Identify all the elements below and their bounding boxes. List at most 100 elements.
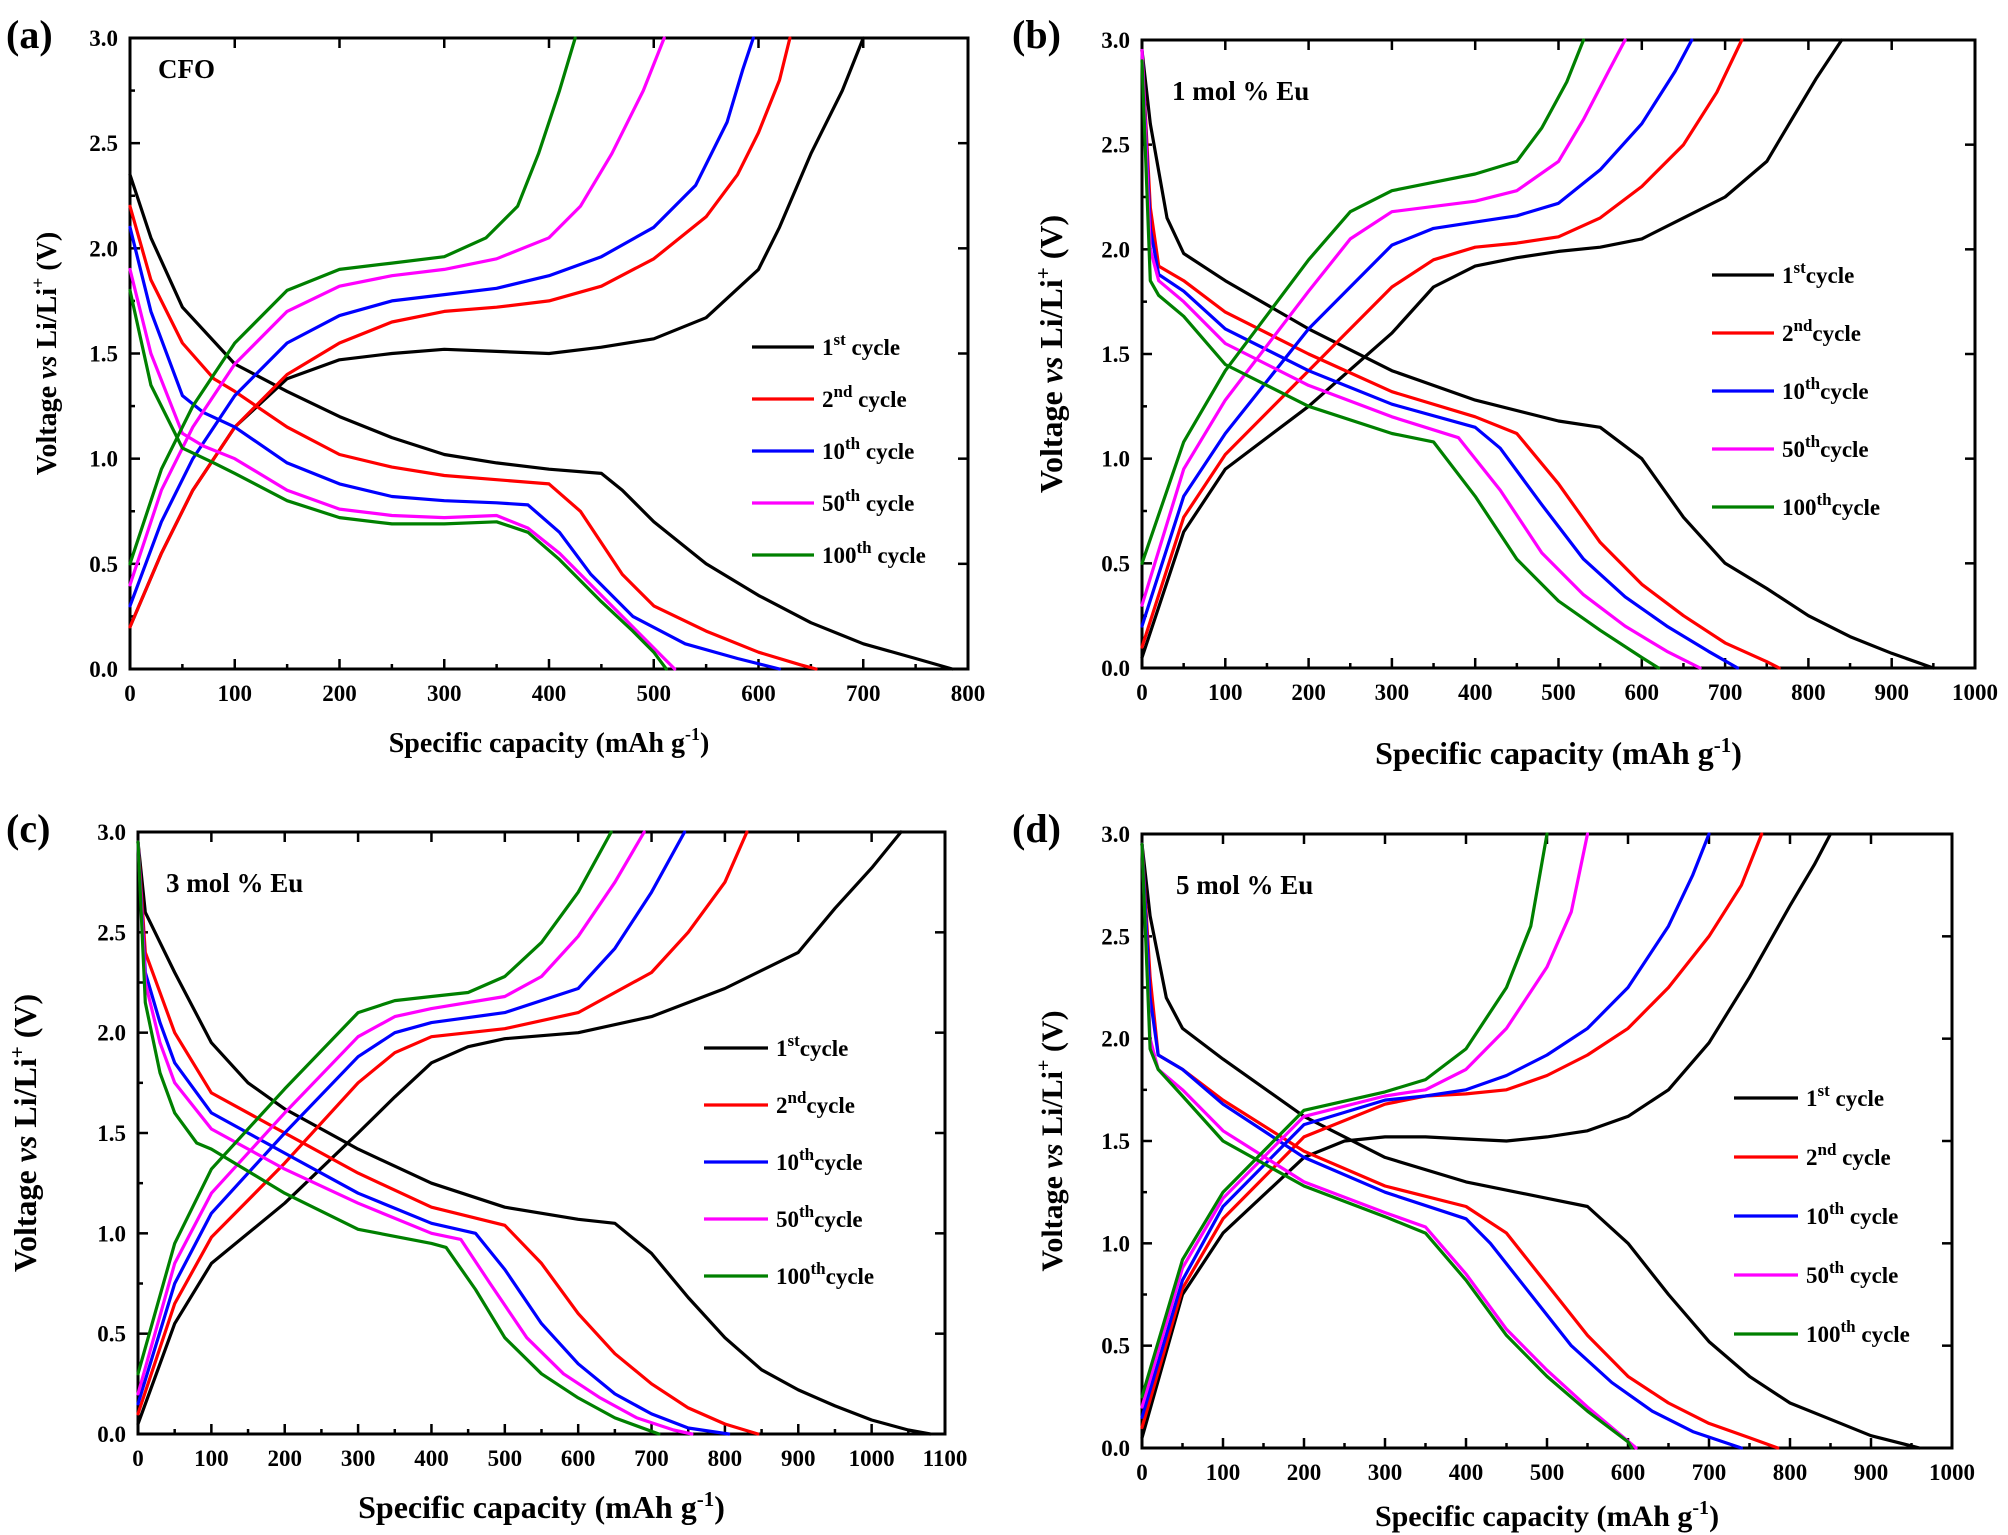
series-2nd-discharge-line: [136, 840, 760, 1436]
legend-entry: 100th cycle: [1806, 1317, 1910, 1347]
series-1st-charge-line: [128, 36, 865, 629]
series-100th-charge-line: [1140, 832, 1549, 1399]
y-tick-label: 1.0: [1101, 1231, 1130, 1256]
legend-entry: 2ndcycle: [1782, 316, 1861, 346]
legend-entry: 2nd cycle: [1806, 1140, 1891, 1170]
x-tick-label: 1100: [923, 1446, 968, 1471]
series-50th-charge-line: [136, 830, 646, 1396]
x-tick-label: 200: [1291, 680, 1326, 705]
x-tick-label: 300: [427, 681, 462, 706]
x-tick-label: 600: [561, 1446, 596, 1471]
x-tick-label: 800: [1773, 1460, 1808, 1485]
x-tick-label: 1000: [849, 1446, 895, 1471]
legend-entry: 50th cycle: [1806, 1258, 1898, 1288]
legend-entry: 1stcycle: [1782, 258, 1854, 288]
x-tick-label: 900: [781, 1446, 816, 1471]
y-tick-label: 0.0: [89, 657, 118, 682]
legend-entry: 100thcycle: [1782, 490, 1880, 520]
y-tick-label: 3.0: [89, 26, 118, 51]
panel-label: (b): [1012, 12, 1061, 57]
x-tick-label: 700: [846, 681, 881, 706]
series-100th-discharge-line: [136, 840, 661, 1436]
x-tick-label: 0: [1136, 680, 1148, 705]
x-tick-label: 600: [1625, 680, 1660, 705]
panel-b: 0 100 200 300 400 500 600 700 800 900 1000 0.0 0.5 1.…: [1012, 12, 1998, 771]
legend-entry: 1stcycle: [776, 1031, 848, 1061]
x-tick-label: 900: [1854, 1460, 1889, 1485]
series-1st-discharge-line: [136, 840, 932, 1436]
panel-annotation: 1 mol % Eu: [1172, 76, 1309, 106]
legend-entry: 1st cycle: [1806, 1081, 1884, 1111]
legend-entry: 2ndcycle: [776, 1088, 855, 1118]
y-tick-label: 0.0: [1101, 656, 1130, 681]
x-tick-label: 300: [1375, 680, 1410, 705]
x-tick-label: 0: [1136, 1460, 1148, 1485]
legend-entry: 2nd cycle: [822, 382, 907, 412]
series-1st-discharge-line: [1140, 842, 1922, 1450]
legend-entry: 10th cycle: [822, 434, 914, 464]
x-axis-label: Specific capacity (mAh g-1): [1375, 1497, 1719, 1533]
legend-entry: 50thcycle: [776, 1202, 863, 1232]
legend-entry: 50thcycle: [1782, 432, 1869, 462]
legend-entry: 1st cycle: [822, 330, 900, 360]
y-tick-label: 0.5: [1101, 1334, 1130, 1359]
series-10th-charge-line: [1140, 832, 1711, 1419]
series-1st-charge-line: [1140, 832, 1833, 1440]
x-tick-label: 700: [1692, 1460, 1727, 1485]
x-tick-label: 0: [132, 1446, 144, 1471]
series-10th-discharge-line: [1140, 48, 1740, 670]
panel-annotation: CFO: [158, 54, 215, 84]
y-tick-label: 2.5: [1101, 924, 1130, 949]
series-10th-charge-line: [1140, 38, 1694, 628]
y-tick-label: 0.5: [89, 552, 118, 577]
x-tick-label: 500: [637, 681, 672, 706]
series-50th-discharge-line: [136, 840, 694, 1436]
series-2nd-charge-line: [1140, 38, 1744, 649]
x-tick-label: 600: [741, 681, 776, 706]
x-tick-label: 100: [218, 681, 253, 706]
x-tick-label: 800: [951, 681, 986, 706]
panel-d: 0 100 200 300 400 500 600 700 800 900 1000 0.0 0.5 1.…: [1012, 806, 1975, 1533]
x-tick-label: 200: [267, 1446, 302, 1471]
y-tick-label: 3.0: [1101, 28, 1130, 53]
legend-entry: 100thcycle: [776, 1259, 874, 1289]
plot-frame: [1140, 38, 1977, 670]
series-10th-discharge-line: [1140, 842, 1744, 1450]
series-2nd-discharge-line: [1140, 842, 1780, 1450]
x-tick-label: 500: [488, 1446, 523, 1471]
x-tick-label: 300: [341, 1446, 376, 1471]
y-tick-label: 3.0: [1101, 822, 1130, 847]
x-axis-label: Specific capacity (mAh g-1): [358, 1487, 725, 1525]
y-tick-label: 3.0: [97, 820, 126, 845]
series-10th-charge-line: [136, 830, 687, 1406]
y-tick-label: 2.5: [89, 131, 118, 156]
y-tick-label: 2.0: [1101, 1027, 1130, 1052]
series-1st-discharge-line: [1140, 48, 1935, 670]
y-tick-label: 0.0: [1101, 1436, 1130, 1461]
y-tick-label: 1.5: [97, 1121, 126, 1146]
series-1st-charge-line: [1140, 38, 1844, 660]
panel-annotation: 5 mol % Eu: [1176, 870, 1313, 900]
series-1st-discharge-line: [128, 173, 954, 671]
series-100th-charge-line: [1140, 38, 1586, 565]
series-10th-charge-line: [128, 36, 755, 608]
y-tick-label: 0.0: [97, 1422, 126, 1447]
x-tick-label: 0: [124, 681, 136, 706]
series-2nd-charge-line: [1140, 832, 1764, 1430]
panel-label: (c): [6, 806, 50, 851]
x-tick-label: 400: [532, 681, 567, 706]
panel-annotation: 3 mol % Eu: [166, 868, 303, 898]
y-axis-label: Voltage vs Li/Li+ (V): [1031, 215, 1069, 493]
y-tick-label: 0.5: [97, 1322, 126, 1347]
series-2nd-charge-line: [128, 36, 792, 629]
series-50th-discharge-line: [1140, 48, 1702, 670]
y-tick-label: 0.5: [1101, 551, 1130, 576]
y-axis-label: Voltage vs Li/Li+ (V): [28, 232, 63, 475]
y-tick-label: 1.5: [1101, 342, 1130, 367]
x-axis-label: Specific capacity (mAh g-1): [1375, 733, 1742, 771]
legend-entry: 50th cycle: [822, 486, 914, 516]
x-tick-label: 1000: [1952, 680, 1998, 705]
series-100th-discharge-line: [128, 288, 668, 671]
x-tick-label: 400: [1449, 1460, 1484, 1485]
